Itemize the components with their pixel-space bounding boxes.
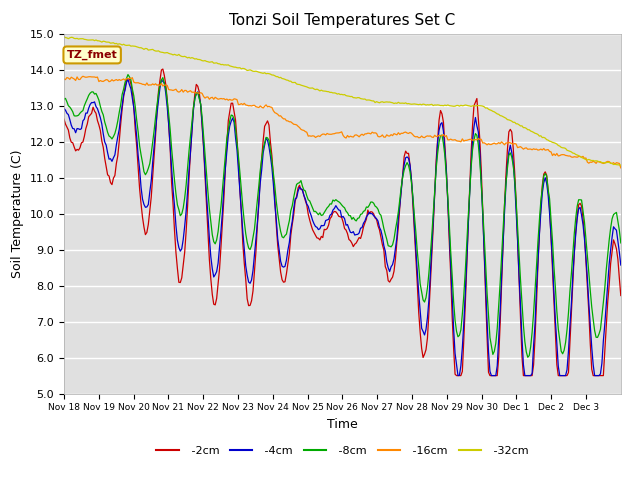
Text: TZ_fmet: TZ_fmet [67, 50, 118, 60]
X-axis label: Time: Time [327, 418, 358, 431]
Y-axis label: Soil Temperature (C): Soil Temperature (C) [11, 149, 24, 278]
Title: Tonzi Soil Temperatures Set C: Tonzi Soil Temperatures Set C [229, 13, 456, 28]
Legend:  -2cm,  -4cm,  -8cm,  -16cm,  -32cm: -2cm, -4cm, -8cm, -16cm, -32cm [152, 441, 533, 460]
